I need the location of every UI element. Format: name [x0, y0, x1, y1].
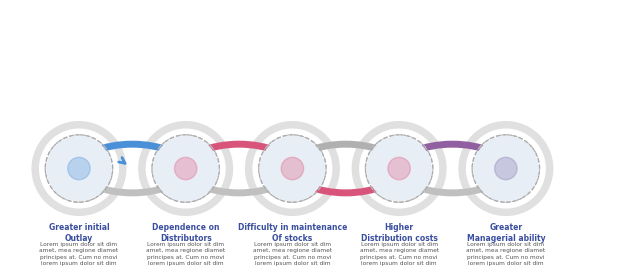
Circle shape — [367, 137, 431, 200]
Text: Lorem ipsum dolor sit dim
amet, mea regione diamet
principes at. Cum no movi
lor: Lorem ipsum dolor sit dim amet, mea regi… — [359, 241, 439, 266]
Circle shape — [146, 129, 225, 208]
Text: Dependence on
Distributors: Dependence on Distributors — [152, 223, 220, 243]
Circle shape — [367, 137, 431, 200]
Text: Higher
Distribution costs: Higher Distribution costs — [361, 223, 438, 243]
Circle shape — [281, 157, 304, 180]
Text: Greater
Managerial ability: Greater Managerial ability — [466, 223, 545, 243]
Text: Difficulty in maintenance
Of stocks: Difficulty in maintenance Of stocks — [238, 223, 347, 243]
Circle shape — [175, 157, 197, 180]
Text: Greater initial
Outlay: Greater initial Outlay — [49, 223, 110, 243]
Circle shape — [139, 122, 232, 215]
Text: Lorem ipsum dolor sit dim
amet, mea regione diamet
principes at. Cum no movi
lor: Lorem ipsum dolor sit dim amet, mea regi… — [39, 241, 118, 266]
Circle shape — [245, 122, 339, 215]
Circle shape — [32, 122, 126, 215]
Circle shape — [459, 122, 553, 215]
Circle shape — [360, 129, 438, 208]
Circle shape — [474, 137, 538, 200]
Circle shape — [260, 137, 324, 200]
Circle shape — [154, 137, 217, 200]
Circle shape — [466, 129, 545, 208]
Circle shape — [388, 157, 411, 180]
Circle shape — [154, 137, 217, 200]
Text: Lorem ipsum dolor sit dim
amet, mea regione diamet
principes at. Cum no movi
lor: Lorem ipsum dolor sit dim amet, mea regi… — [146, 241, 225, 266]
Text: Lorem ipsum dolor sit dim
amet, mea regione diamet
principes at. Cum no movi
lor: Lorem ipsum dolor sit dim amet, mea regi… — [253, 241, 332, 266]
Circle shape — [253, 129, 332, 208]
Circle shape — [474, 137, 538, 200]
Text: Lorem ipsum dolor sit dim
amet, mea regione diamet
principes at. Cum no movi
lor: Lorem ipsum dolor sit dim amet, mea regi… — [466, 241, 545, 266]
Circle shape — [260, 137, 324, 200]
Circle shape — [352, 122, 446, 215]
Circle shape — [39, 129, 118, 208]
Circle shape — [47, 137, 111, 200]
Circle shape — [68, 157, 90, 180]
Circle shape — [47, 137, 111, 200]
Circle shape — [495, 157, 517, 180]
